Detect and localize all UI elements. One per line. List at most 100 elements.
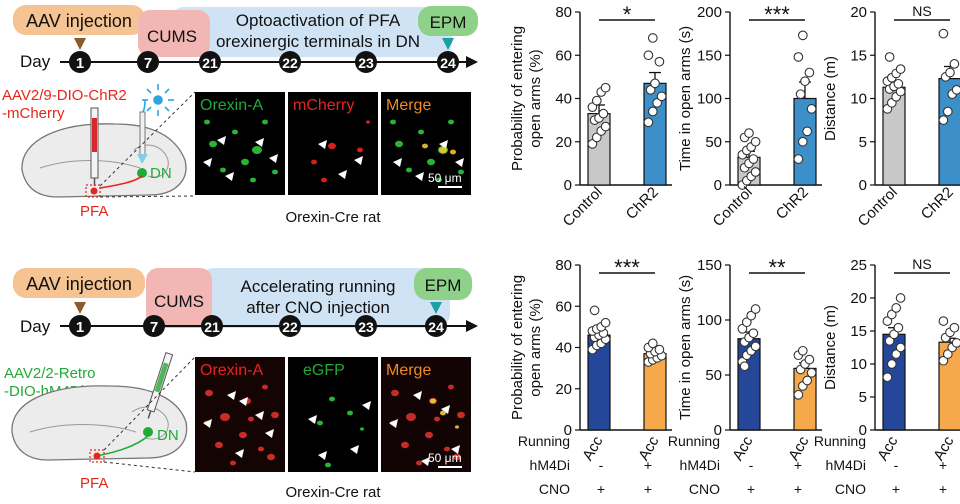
y-tick-label: 80 <box>555 4 572 21</box>
svg-text:21: 21 <box>204 319 220 335</box>
cell-body <box>347 410 353 416</box>
data-point <box>741 317 752 328</box>
data-point <box>643 50 654 61</box>
y-axis-label: Time in open arms (s) <box>677 26 694 171</box>
cell-body <box>272 169 278 175</box>
arrowhead-icon <box>389 419 398 428</box>
data-point <box>748 328 759 339</box>
top-day-21: 21 <box>199 51 221 73</box>
data-point <box>800 76 810 87</box>
cell-body <box>366 120 370 124</box>
y-axis-label: Distance (m) <box>822 305 839 390</box>
cell-body <box>440 410 446 416</box>
bottom-day-label: Day <box>20 317 51 336</box>
arrowhead-icon <box>455 158 464 167</box>
top-epm-label: EPM <box>430 13 467 32</box>
data-point <box>882 316 893 326</box>
cell-body <box>430 398 436 404</box>
y-tick-label: 0 <box>564 422 572 439</box>
top-virus-line2: -mCherry <box>2 105 65 122</box>
top-brain-outline <box>21 123 187 198</box>
data-point <box>591 132 602 143</box>
data-point <box>750 341 761 352</box>
data-point <box>591 95 602 106</box>
top-orange-box <box>13 5 145 35</box>
top-timeline: AAV injection CUMS Optoactivation of PFA… <box>13 5 478 73</box>
data-point <box>884 336 895 346</box>
cell-body <box>328 142 336 150</box>
significance-label: ** <box>768 255 786 280</box>
y-tick-label: 0 <box>564 177 572 194</box>
cell-body <box>425 431 433 439</box>
y-axis-label: Probability of entering <box>509 275 526 420</box>
cno-mark: + <box>747 481 755 497</box>
bottom-green-box <box>414 268 472 300</box>
bottom-aav-label: AAV injection <box>26 274 132 294</box>
cell-body <box>357 147 363 153</box>
top-pfa-label: PFA <box>80 203 108 220</box>
y-tick-label: 150 <box>697 257 722 274</box>
svg-text:1: 1 <box>76 319 84 336</box>
bottom-brain-schematic: AAV2/2-Retro -DIO-hM4Di-eGFP DN PFA <box>4 351 196 492</box>
data-point <box>893 78 904 89</box>
data-point <box>804 67 815 78</box>
y-tick-label: 50 <box>705 367 722 384</box>
bottom-acc-line2: after CNO injection <box>246 298 390 317</box>
condition-row-label: Running <box>668 433 720 449</box>
data-point <box>806 104 817 114</box>
arrowhead-icon <box>318 140 327 149</box>
arrowhead-icon <box>318 451 327 460</box>
significance-label: NS <box>912 3 931 19</box>
cell-body <box>427 158 435 166</box>
arrowhead-icon <box>338 170 347 179</box>
bottom-pfa-box <box>89 449 105 463</box>
cell-body <box>250 177 256 183</box>
bar-chart: 0 20 40 60 80 Probability of entering open arm… <box>509 2 672 230</box>
top-caption: Orexin-Cre rat <box>285 209 381 226</box>
cell-body <box>329 396 335 402</box>
cell-body <box>248 416 254 422</box>
cell-body <box>220 413 230 421</box>
svg-text:21: 21 <box>202 55 218 71</box>
top-day-23: 23 <box>355 51 377 73</box>
svg-text:7: 7 <box>150 319 158 336</box>
laser-icon <box>142 84 174 116</box>
cell-body <box>204 119 210 125</box>
y-axis-label: Distance (m) <box>822 56 839 141</box>
data-point <box>589 305 600 316</box>
svg-text:24: 24 <box>440 55 456 71</box>
arrowhead-icon <box>350 445 359 454</box>
arrowhead-icon <box>413 391 422 400</box>
y-axis-label: open arms (%) <box>527 298 544 396</box>
y-tick-label: 20 <box>555 381 572 398</box>
y-axis-label: Probability of entering <box>509 26 526 171</box>
bottom-panel-title-merge: Merge <box>386 362 431 379</box>
data-point <box>884 52 895 62</box>
significance-label: *** <box>614 255 640 280</box>
bottom-syringe <box>146 351 174 419</box>
y-tick-label: 15 <box>850 47 867 64</box>
bottom-acc-line1: Accelerating running <box>241 277 396 296</box>
data-point <box>750 304 761 314</box>
cell-body <box>267 453 275 461</box>
bottom-blue-box <box>200 268 450 328</box>
significance-label: *** <box>764 2 790 27</box>
cell-body <box>262 384 268 390</box>
cell-body <box>230 460 236 466</box>
bar-chart: 0 20 40 60 80 Probability of entering open arm… <box>509 255 672 464</box>
bottom-virus-line1: AAV2/2-Retro <box>4 365 95 382</box>
bottom-epm-marker <box>430 302 442 314</box>
condition-row-label: CNO <box>689 481 720 497</box>
bottom-panel-title-egfp: eGFP <box>303 362 345 379</box>
cell-body <box>422 143 428 149</box>
cno-mark: + <box>939 481 947 497</box>
hm4di-mark: + <box>939 457 947 473</box>
cell-body <box>215 441 223 449</box>
data-point <box>652 97 663 108</box>
data-point <box>598 108 609 119</box>
data-point <box>746 310 757 321</box>
bottom-day-21: 21 <box>201 315 223 337</box>
